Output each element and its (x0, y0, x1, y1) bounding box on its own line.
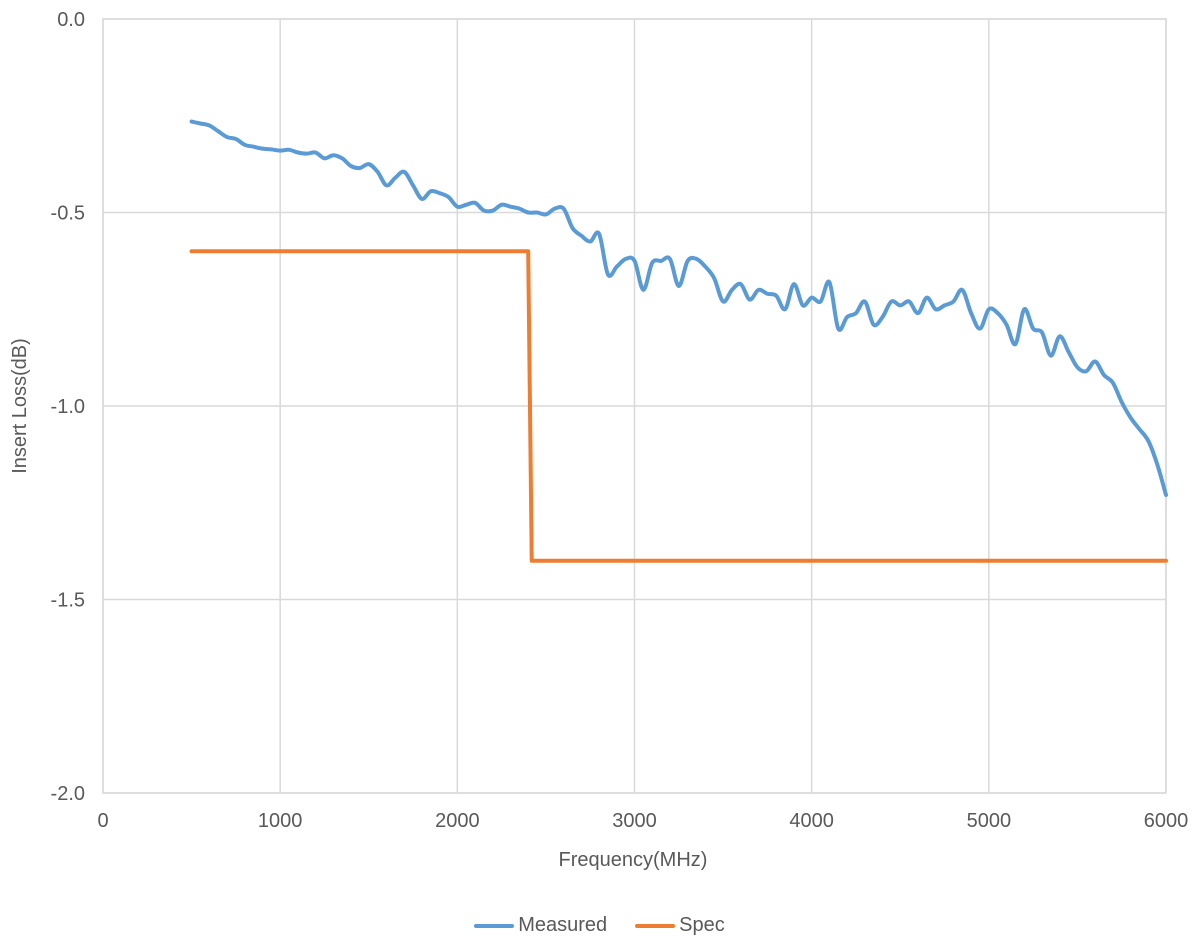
legend-label-measured: Measured (518, 914, 608, 936)
legend: Measured Spec (0, 914, 1199, 937)
legend-item-measured[interactable]: Measured (474, 914, 607, 937)
legend-item-spec[interactable]: Spec (635, 914, 725, 937)
x-tick-label: 3000 (612, 810, 657, 832)
x-tick-label: 5000 (967, 810, 1012, 832)
x-axis-title: Frequency(MHz) (559, 849, 708, 871)
legend-swatch-spec (635, 923, 676, 928)
y-tick-label: -2.0 (51, 783, 85, 805)
series-line-spec (189, 249, 1168, 563)
x-tick-label: 6000 (1144, 810, 1189, 832)
x-tick-label: 0 (97, 810, 108, 832)
y-tick-label: -1.0 (51, 396, 85, 418)
y-tick-label: 0.0 (57, 9, 85, 31)
y-tick-label: -0.5 (51, 203, 85, 225)
grid-layer (102, 18, 1167, 794)
series-line-measured (189, 119, 1168, 498)
legend-label-spec: Spec (679, 914, 725, 936)
y-axis-title: Insert Loss(dB) (9, 338, 31, 474)
y-tick-label: -1.5 (51, 590, 85, 612)
series-layer (189, 119, 1168, 563)
x-tick-label: 1000 (258, 810, 303, 832)
axis-layer: 0 1000 2000 3000 4000 5000 6000 0.0 -0.5 -1.0 -1.5… (51, 9, 1189, 832)
x-tick-label: 2000 (435, 810, 480, 832)
x-tick-label: 4000 (789, 810, 834, 832)
legend-swatch-measured (474, 923, 515, 928)
